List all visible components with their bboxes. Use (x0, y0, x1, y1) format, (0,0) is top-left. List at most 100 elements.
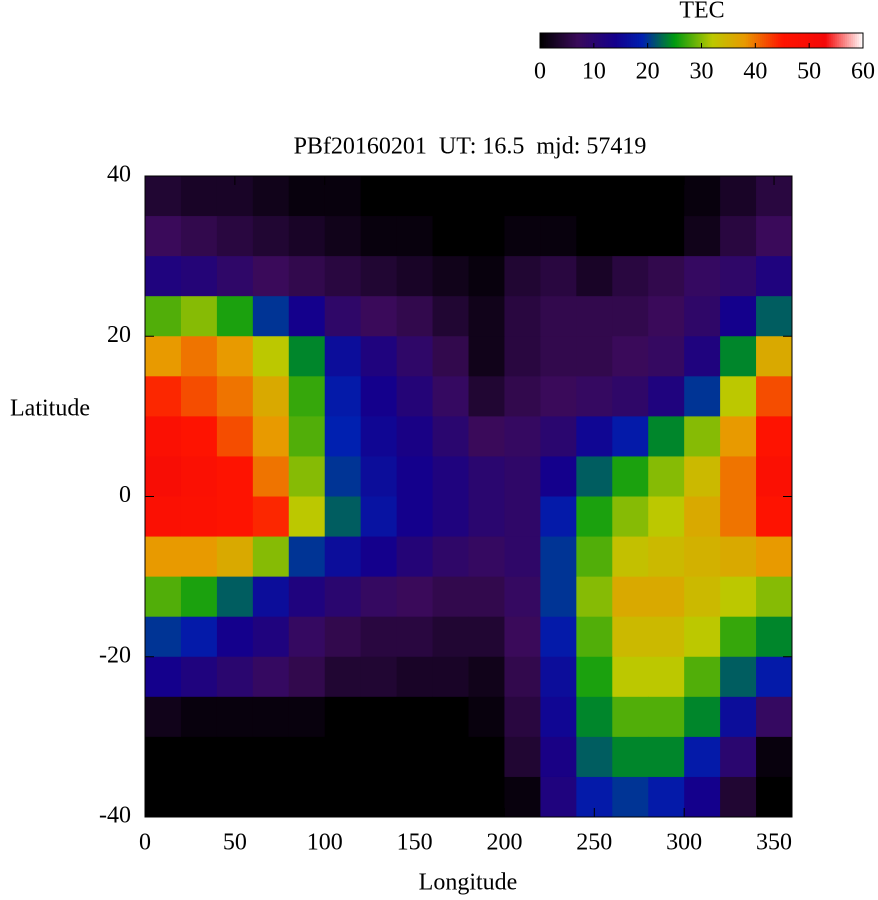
heat-cell (756, 656, 793, 698)
colorbar-segment (590, 33, 594, 48)
heat-cell (288, 296, 326, 337)
colorbar-segment (638, 33, 642, 48)
heat-cell (648, 536, 685, 578)
heat-cell (360, 496, 398, 538)
heat-cell (252, 416, 290, 457)
heat-cell (612, 336, 649, 377)
colorbar-segment (814, 33, 818, 48)
heat-cell (468, 256, 505, 297)
colorbar-segment (628, 33, 632, 48)
colorbar-segment (800, 33, 804, 48)
colorbar-segment (770, 33, 773, 48)
heat-cell (180, 296, 218, 337)
heat-cell (504, 776, 541, 818)
colorbar-segment (858, 33, 862, 48)
colorbar-segment (711, 33, 715, 48)
heat-cell (396, 376, 434, 417)
heat-cell (540, 456, 577, 497)
heat-cell (396, 536, 434, 578)
heat-cell (432, 576, 469, 618)
heat-cell (360, 416, 398, 457)
colorbar-segment (689, 33, 693, 48)
heat-cell (720, 616, 757, 658)
heat-cell (540, 416, 577, 457)
colorbar-segment (758, 33, 761, 48)
heat-cell (288, 176, 326, 217)
colorbar-segment (661, 33, 664, 48)
heat-cell (612, 536, 649, 578)
heat-cell (324, 776, 362, 818)
heat-cell (540, 336, 577, 377)
heat-cell (504, 736, 541, 778)
heat-cell (684, 696, 721, 738)
heat-cell (216, 696, 254, 738)
colorbar-segment (644, 33, 648, 48)
heat-cell (252, 496, 290, 538)
heat-cell (216, 576, 254, 618)
colorbar-segment (626, 33, 630, 48)
heat-cell (540, 776, 577, 818)
heat-cell (612, 216, 649, 257)
colorbar-segment (792, 33, 795, 48)
colorbar-segment (655, 33, 658, 48)
colorbar-segment (828, 33, 832, 48)
heat-cell (252, 216, 290, 257)
colorbar-segment (554, 33, 557, 48)
colorbar-segment (663, 33, 666, 48)
heat-cell (432, 296, 469, 337)
heat-cell (468, 456, 505, 497)
x-tick-label: 100 (307, 830, 343, 856)
heat-cell (504, 296, 541, 337)
heat-cell (396, 496, 434, 538)
colorbar-segment (745, 33, 749, 48)
heat-cell (324, 536, 362, 578)
heat-cell (540, 576, 577, 618)
heat-cell (360, 616, 398, 658)
heat-cell (468, 696, 505, 738)
colorbar-segment (671, 33, 674, 48)
heat-cell (288, 776, 326, 818)
colorbar-segment (568, 33, 571, 48)
colorbar-segment (580, 33, 583, 48)
heat-cell (216, 296, 254, 337)
colorbar-segment (780, 33, 783, 48)
colorbar-segment (594, 33, 598, 48)
colorbar-segment (659, 33, 662, 48)
heat-cell (145, 376, 182, 417)
colorbar-segment (794, 33, 797, 48)
heat-cell (432, 256, 469, 297)
colorbar-segment (673, 33, 676, 48)
heat-cell (648, 576, 685, 618)
heat-cell (360, 256, 398, 297)
heat-cell (720, 496, 757, 538)
colorbar-segment (844, 33, 848, 48)
colorbar-segment (751, 33, 755, 48)
heat-cell (432, 456, 469, 497)
heat-cell (468, 576, 505, 618)
colorbar-segment (832, 33, 836, 48)
heat-cell (288, 736, 326, 778)
colorbar-segment (804, 33, 808, 48)
colorbar-segment (572, 33, 575, 48)
colorbar-segment (564, 33, 567, 48)
heat-cell (360, 536, 398, 578)
heat-cell (145, 296, 182, 337)
heat-cell (576, 696, 613, 738)
heat-cell (252, 336, 290, 377)
heat-cell (612, 456, 649, 497)
colorbar-segment (707, 33, 711, 48)
heat-cell (324, 736, 362, 778)
heat-cell (576, 576, 613, 618)
colorbar-segment (665, 33, 668, 48)
heat-cell (252, 176, 290, 217)
x-tick-label: 0 (139, 830, 151, 856)
heat-cell (504, 696, 541, 738)
colorbar-segment (592, 33, 596, 48)
heat-cell (612, 576, 649, 618)
colorbar-segment (721, 33, 725, 48)
heat-cell (432, 416, 469, 457)
heat-cell (288, 536, 326, 578)
heat-cell (540, 296, 577, 337)
colorbar-segment (834, 33, 838, 48)
colorbar-segment (588, 33, 592, 48)
